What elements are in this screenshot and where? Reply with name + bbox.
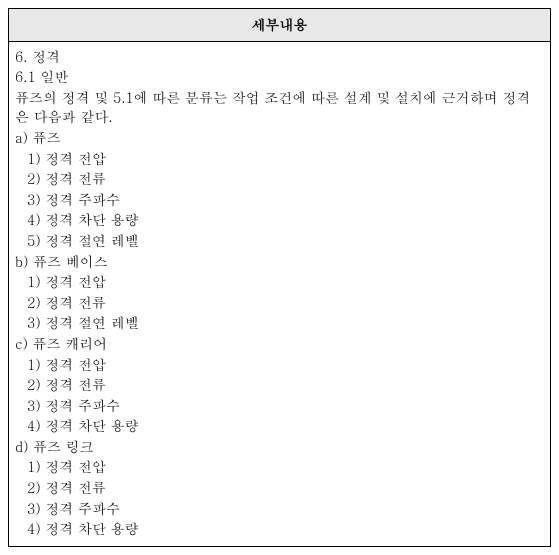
intro-paragraph: 퓨즈의 정격 및 5.1에 따른 분류는 작업 조건에 따른 설계 및 설치에 … xyxy=(15,88,544,127)
list-c-item: 3) 정격 주파수 xyxy=(15,396,544,416)
list-b-label: b) 퓨즈 베이스 xyxy=(15,252,544,272)
list-d-item: 4) 정격 차단 용량 xyxy=(15,519,544,539)
list-a-item: 5) 정격 절연 레벨 xyxy=(15,231,544,251)
list-d-label: d) 퓨즈 링크 xyxy=(15,437,544,457)
list-d-item: 3) 정격 주파수 xyxy=(15,499,544,519)
list-b-item: 2) 정격 전류 xyxy=(15,293,544,313)
list-c-item: 4) 정격 차단 용량 xyxy=(15,416,544,436)
list-a-item: 4) 정격 차단 용량 xyxy=(15,210,544,230)
list-a-label: a) 퓨즈 xyxy=(15,128,544,148)
section-number-6: 6. 정격 xyxy=(15,47,544,67)
list-d-item: 2) 정격 전류 xyxy=(15,478,544,498)
list-a-item: 3) 정격 주파수 xyxy=(15,190,544,210)
list-a-item: 1) 정격 전압 xyxy=(15,149,544,169)
list-b-item: 3) 정격 절연 레벨 xyxy=(15,313,544,333)
list-b-item: 1) 정격 전압 xyxy=(15,272,544,292)
document-header: 세부내용 xyxy=(9,9,550,42)
list-d-item: 1) 정격 전압 xyxy=(15,457,544,477)
document-container: 세부내용 6. 정격 6.1 일반 퓨즈의 정격 및 5.1에 따른 분류는 작… xyxy=(8,8,551,547)
header-title: 세부내용 xyxy=(252,14,308,34)
list-c-label: c) 퓨즈 캐리어 xyxy=(15,334,544,354)
document-body: 6. 정격 6.1 일반 퓨즈의 정격 및 5.1에 따른 분류는 작업 조건에… xyxy=(9,42,550,546)
list-c-item: 2) 정격 전류 xyxy=(15,375,544,395)
list-c-item: 1) 정격 전압 xyxy=(15,355,544,375)
section-number-6-1: 6.1 일반 xyxy=(15,67,544,87)
list-a-item: 2) 정격 전류 xyxy=(15,169,544,189)
